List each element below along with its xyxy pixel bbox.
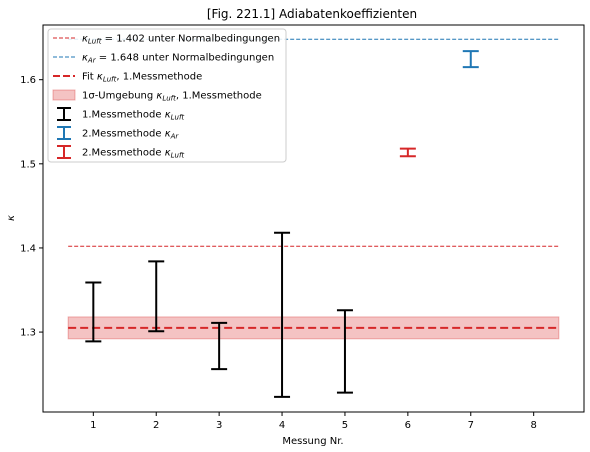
plot-area — [67, 38, 560, 398]
legend-label: κLuft = 1.402 unter Normalbedingungen — [82, 34, 280, 46]
legend-item: Fit κLuft, 1.Messmethode — [53, 72, 202, 84]
legend: κLuft = 1.402 unter Normalbedingungen κAr… — [47, 28, 287, 163]
x-tick-label: 5 — [342, 420, 348, 431]
x-tick-label: 3 — [216, 420, 222, 431]
x-tick-label: 7 — [468, 420, 474, 431]
legend-label: Fit κLuft, 1.Messmethode — [82, 72, 202, 84]
x-tick-label: 1 — [90, 420, 96, 431]
x-tick-label: 2 — [153, 420, 159, 431]
legend-item: 2.Messmethode κAr — [57, 126, 179, 141]
legend-item: 1σ-Umgebung κLuft, 1.Messmethode — [52, 89, 262, 103]
y-tick-label: 1.6 — [20, 75, 36, 86]
x-tick-label: 6 — [405, 420, 411, 431]
error-bar — [274, 231, 291, 398]
x-tick-label: 8 — [530, 420, 536, 431]
error-bar — [211, 321, 228, 371]
legend-label: 1σ-Umgebung κLuft, 1.Messmethode — [82, 91, 262, 103]
y-tick-label: 1.4 — [20, 243, 36, 254]
y-tick-label: 1.5 — [20, 159, 36, 170]
y-tick-label: 1.3 — [20, 328, 36, 339]
legend-item: κAr = 1.648 unter Normalbedingungen — [53, 53, 274, 65]
legend-label: 2.Messmethode κLuft — [82, 148, 184, 160]
error-bar — [462, 50, 479, 69]
legend-label: κAr = 1.648 unter Normalbedingungen — [82, 53, 274, 65]
axes-frame — [42, 24, 585, 413]
y-axis-label: κ — [6, 215, 17, 221]
x-tick-label: 4 — [279, 420, 285, 431]
error-bar — [399, 147, 416, 158]
x-axis: 1 2 3 4 5 6 7 8 — [90, 412, 537, 431]
x-axis-label: Messung Nr. — [282, 436, 343, 447]
legend-box — [47, 28, 287, 163]
error-bar — [336, 309, 353, 394]
legend-label: 2.Messmethode κAr — [82, 129, 179, 141]
legend-label: 1.Messmethode κLuft — [82, 110, 184, 122]
y-axis: 1.3 1.4 1.5 1.6 — [20, 75, 43, 339]
legend-item: κLuft = 1.402 unter Normalbedingungen — [53, 34, 280, 46]
chart-title: [Fig. 221.1] Adiabatenkoeffizienten — [207, 7, 417, 21]
error-bar — [85, 281, 102, 343]
legend-handle — [52, 89, 76, 101]
error-bar — [148, 260, 165, 333]
legend-item: 2.Messmethode κLuft — [57, 145, 184, 160]
legend-item: 1.Messmethode κLuft — [57, 107, 184, 122]
